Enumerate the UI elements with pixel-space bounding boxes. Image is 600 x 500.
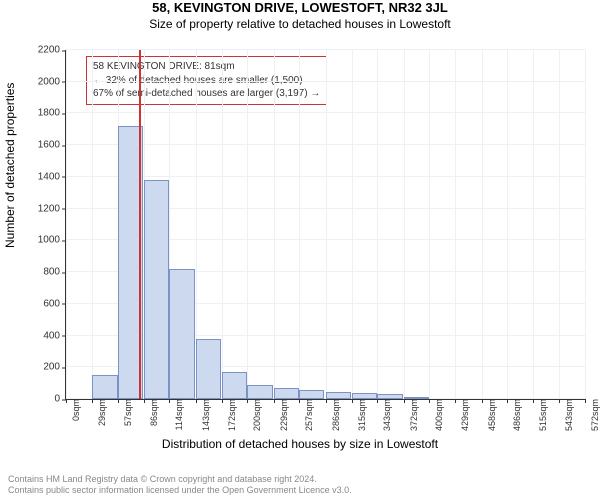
callout-line3: 67% of semi-detached houses are larger (… <box>93 87 320 101</box>
histogram-bar <box>299 390 324 399</box>
x-tick: 143sqm <box>199 399 211 431</box>
footer-line2: Contains public sector information licen… <box>8 485 592 496</box>
histogram-bar <box>404 397 429 399</box>
gridline-v <box>507 50 508 399</box>
x-tick-mark <box>247 399 248 403</box>
x-tick-mark <box>482 399 483 403</box>
histogram-bar <box>144 180 169 399</box>
x-tick-mark <box>66 399 67 403</box>
y-tick: 1200 <box>38 203 66 214</box>
x-tick: 515sqm <box>536 399 548 431</box>
x-tick: 29sqm <box>95 399 107 426</box>
plot-area: 58 KEVINGTON DRIVE: 81sqm ← 32% of detac… <box>65 50 585 400</box>
x-tick-mark <box>507 399 508 403</box>
x-tick: 343sqm <box>380 399 392 431</box>
y-tick: 1400 <box>38 171 66 182</box>
gridline-v <box>377 50 378 399</box>
x-tick: 400sqm <box>432 399 444 431</box>
x-tick: 543sqm <box>562 399 574 431</box>
footer-attribution: Contains HM Land Registry data © Crown c… <box>8 474 592 497</box>
y-tick: 800 <box>43 267 66 278</box>
gridline-v <box>559 50 560 399</box>
histogram-bar <box>274 388 299 399</box>
histogram-bar <box>326 392 351 399</box>
x-tick: 114sqm <box>172 399 184 430</box>
y-tick: 200 <box>43 362 66 373</box>
gridline-v <box>247 50 248 399</box>
y-tick: 1800 <box>38 108 66 119</box>
histogram-bar <box>196 339 221 399</box>
histogram-bar <box>222 372 247 399</box>
gridline-v <box>429 50 430 399</box>
x-tick-mark <box>429 399 430 403</box>
x-tick-mark <box>144 399 145 403</box>
gridline-v <box>404 50 405 399</box>
x-tick: 257sqm <box>302 399 314 431</box>
histogram-bar <box>352 393 377 399</box>
x-tick-mark <box>118 399 119 403</box>
subject-marker-line <box>139 50 141 399</box>
page-subtitle: Size of property relative to detached ho… <box>0 17 600 31</box>
gridline-v <box>482 50 483 399</box>
callout-line1: 58 KEVINGTON DRIVE: 81sqm <box>93 60 320 74</box>
x-tick: 86sqm <box>147 399 159 426</box>
histogram-bar <box>377 394 402 399</box>
x-tick-mark <box>326 399 327 403</box>
y-tick: 1000 <box>38 235 66 246</box>
x-tick: 229sqm <box>277 399 289 431</box>
gridline-v <box>352 50 353 399</box>
y-tick: 600 <box>43 298 66 309</box>
x-tick: 172sqm <box>225 399 237 431</box>
gridline-v <box>299 50 300 399</box>
x-tick-mark <box>169 399 170 403</box>
chart-container: Number of detached properties 58 KEVINGT… <box>0 40 600 455</box>
x-tick-mark <box>377 399 378 403</box>
x-tick: 372sqm <box>407 399 419 431</box>
gridline-v <box>222 50 223 399</box>
x-tick: 572sqm <box>588 399 600 431</box>
x-tick: 429sqm <box>458 399 470 431</box>
x-tick: 286sqm <box>329 399 341 431</box>
gridline-v <box>533 50 534 399</box>
y-tick: 2000 <box>38 76 66 87</box>
gridline-v <box>455 50 456 399</box>
x-tick-mark <box>455 399 456 403</box>
gridline-v <box>326 50 327 399</box>
x-tick-mark <box>92 399 93 403</box>
x-tick-mark <box>274 399 275 403</box>
histogram-bar <box>247 385 272 399</box>
y-tick: 0 <box>54 394 66 405</box>
x-tick-mark <box>299 399 300 403</box>
x-tick-mark <box>196 399 197 403</box>
x-tick-mark <box>222 399 223 403</box>
y-tick: 400 <box>43 330 66 341</box>
y-tick: 1600 <box>38 140 66 151</box>
gridline-v <box>92 50 93 399</box>
x-tick-mark <box>559 399 560 403</box>
x-tick-mark <box>352 399 353 403</box>
x-tick: 458sqm <box>485 399 497 431</box>
y-axis-label: Number of detached properties <box>3 82 17 247</box>
gridline-v <box>585 50 586 399</box>
x-tick-mark <box>533 399 534 403</box>
x-tick-mark <box>404 399 405 403</box>
page-title: 58, KEVINGTON DRIVE, LOWESTOFT, NR32 3JL <box>0 0 600 15</box>
x-tick: 486sqm <box>510 399 522 431</box>
histogram-bar <box>169 269 194 399</box>
y-tick: 2200 <box>38 45 66 56</box>
footer-line1: Contains HM Land Registry data © Crown c… <box>8 474 592 485</box>
x-tick: 0sqm <box>69 399 81 421</box>
gridline-v <box>274 50 275 399</box>
x-tick: 200sqm <box>250 399 262 431</box>
gridline-v <box>66 50 67 399</box>
histogram-bar <box>92 375 117 399</box>
x-tick: 57sqm <box>121 399 133 426</box>
x-axis-label: Distribution of detached houses by size … <box>0 437 600 451</box>
x-tick: 315sqm <box>355 399 367 431</box>
x-tick-mark <box>585 399 586 403</box>
